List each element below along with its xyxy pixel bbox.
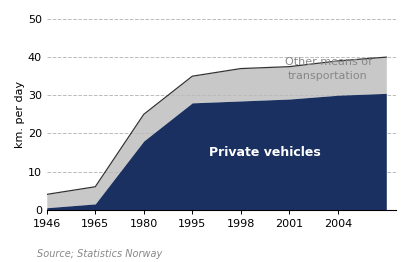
- Text: Private vehicles: Private vehicles: [209, 146, 321, 159]
- Text: Other means of
transportation: Other means of transportation: [284, 57, 372, 80]
- Y-axis label: km. per day: km. per day: [15, 81, 25, 148]
- Text: Source; Statistics Norway: Source; Statistics Norway: [37, 249, 162, 259]
